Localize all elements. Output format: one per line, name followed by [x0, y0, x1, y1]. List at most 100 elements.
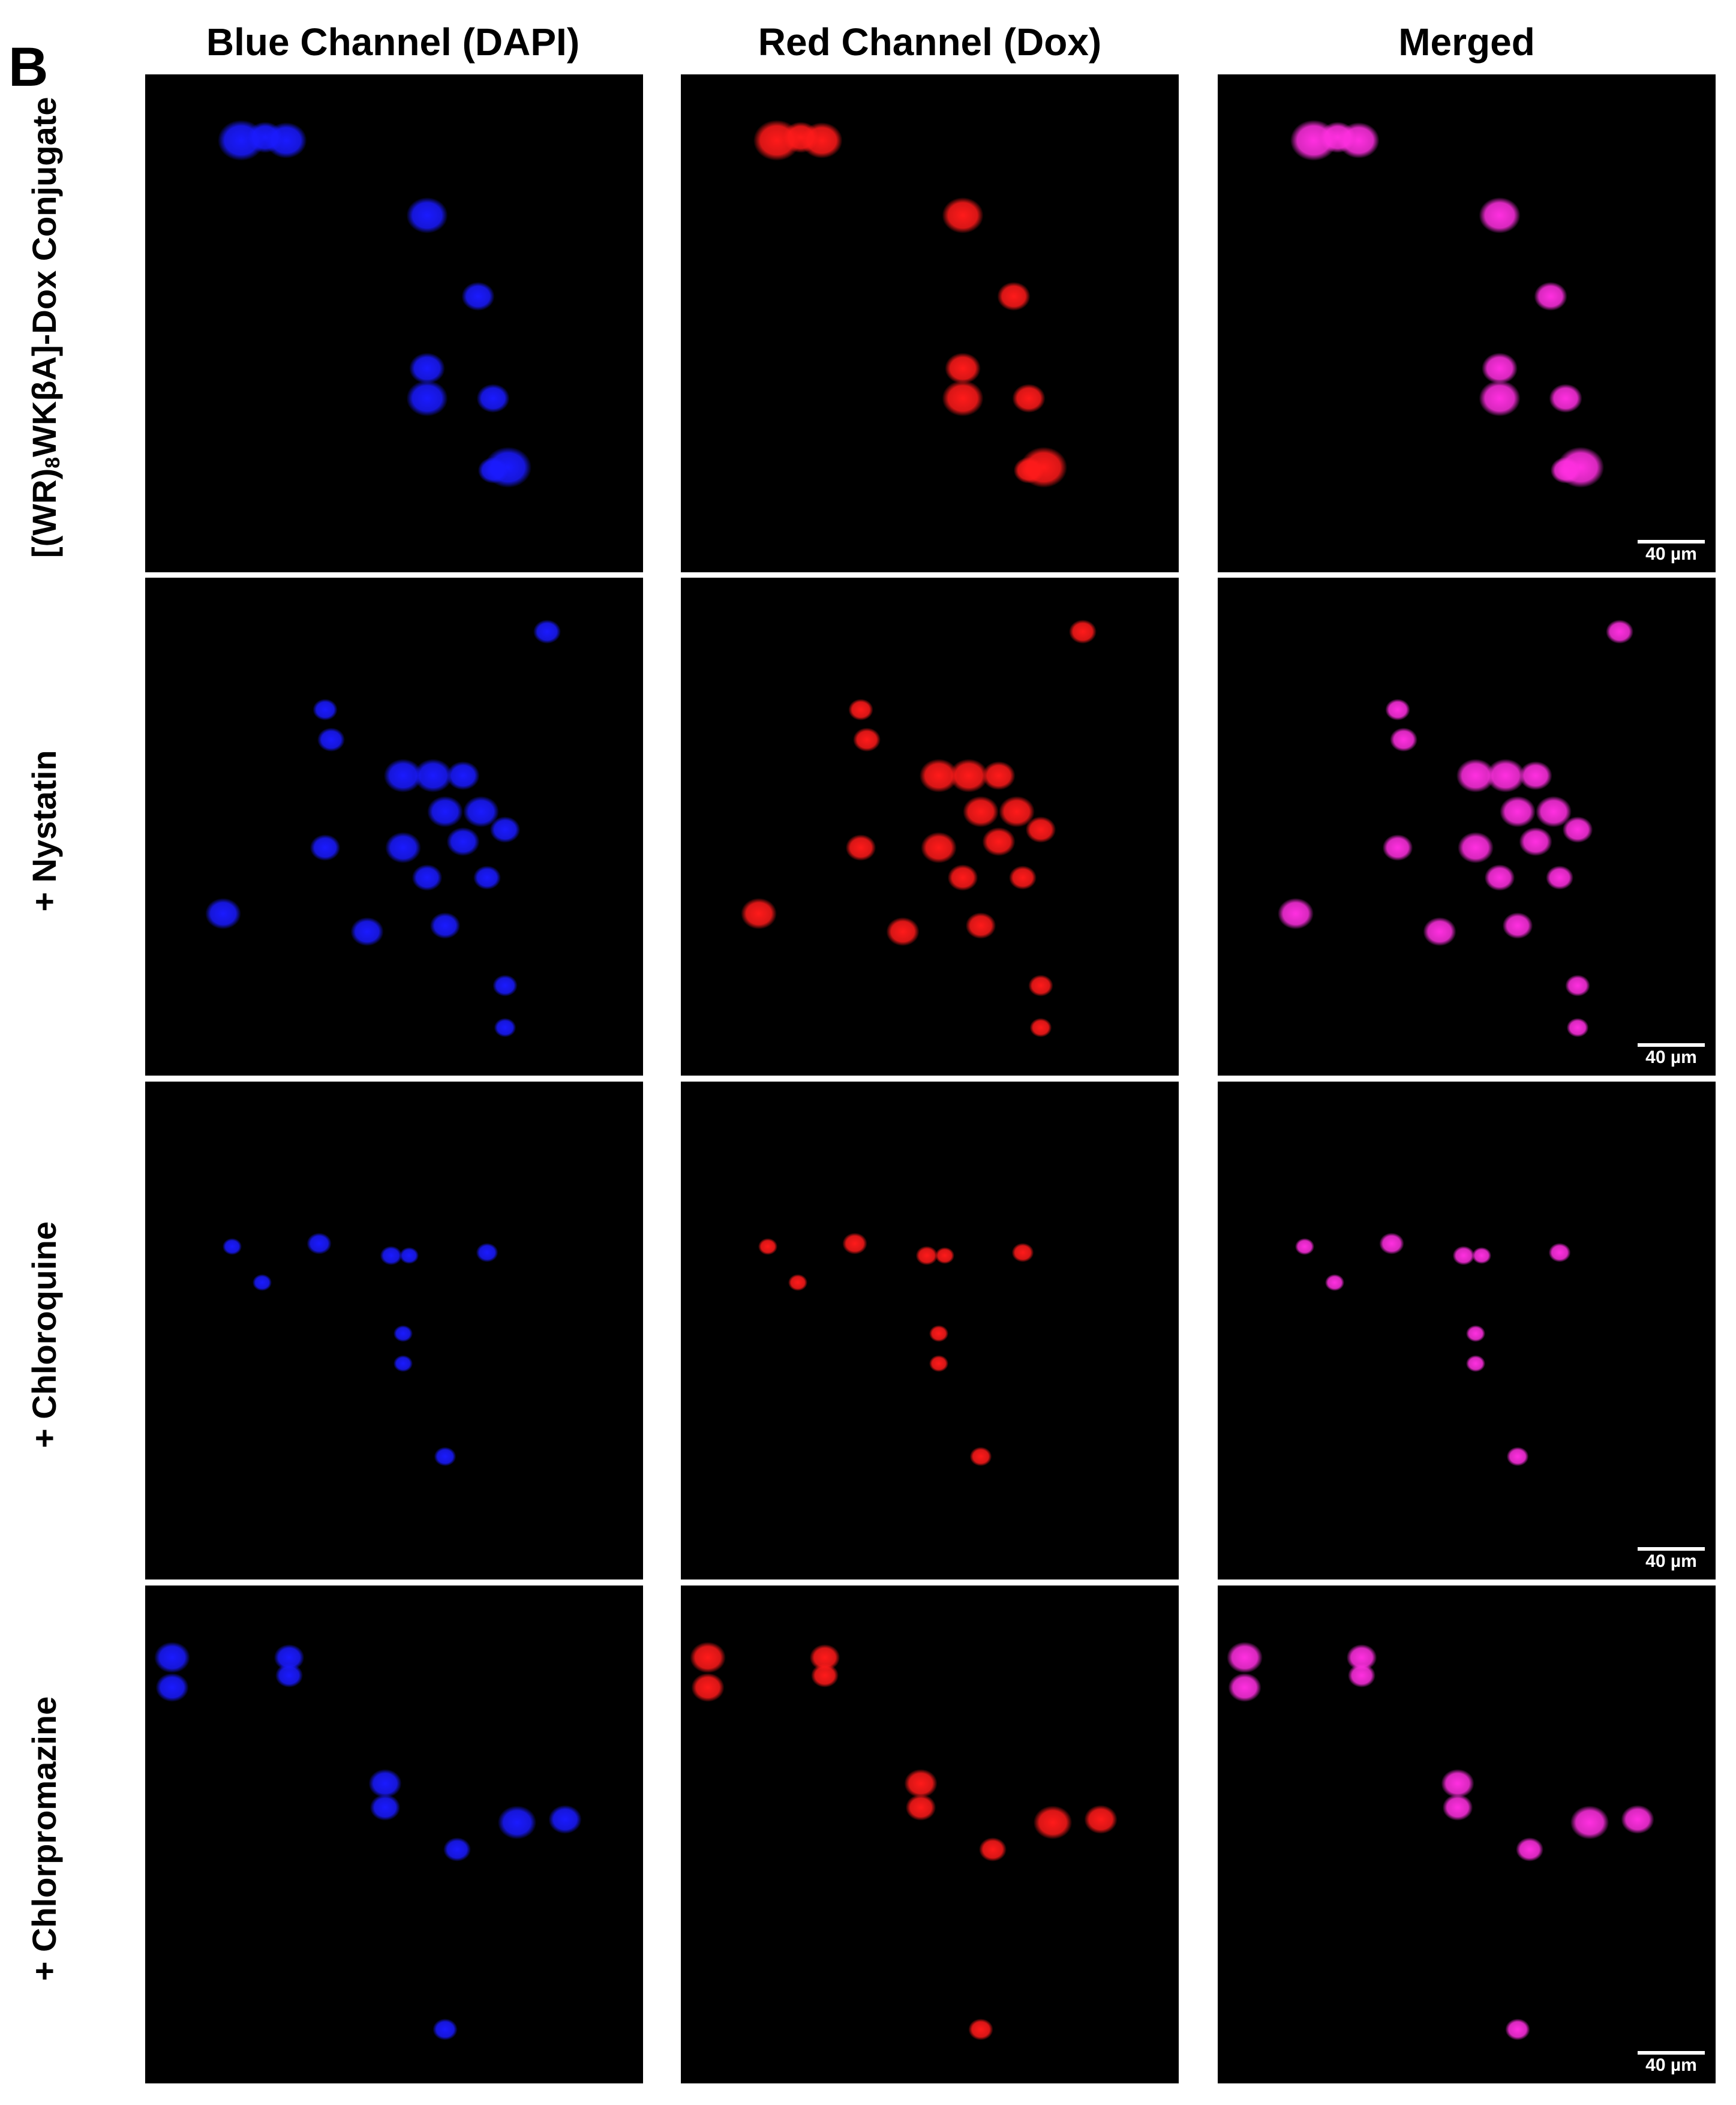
cell-nucleus — [380, 1246, 403, 1265]
cell-nucleus — [274, 1644, 305, 1671]
cell-nucleus — [1025, 816, 1056, 843]
cell-nucleus — [1536, 796, 1572, 827]
cell-nucleus — [853, 728, 881, 752]
cell-nucleus — [1379, 1233, 1404, 1254]
cell-nucleus — [1502, 912, 1533, 939]
cell-nucleus — [399, 1247, 419, 1264]
cell-nucleus — [1465, 1325, 1486, 1342]
row-label-conjugate: [(WR)8WKβA]-Dox Conjugate — [25, 97, 64, 558]
cell-nucleus — [1011, 1243, 1034, 1262]
cell-nucleus — [446, 827, 480, 856]
cell-nucleus — [393, 1325, 413, 1342]
row-label-chlorpromazine: + Chlorpromazine — [25, 1696, 63, 1981]
fluorescence-image — [1295, 1233, 1571, 1466]
cell-nucleus — [690, 1642, 726, 1673]
cell-nucleus — [307, 1233, 332, 1254]
scale-bar: 40 µm — [1638, 1545, 1705, 1571]
image-chloroquine-dapi — [145, 1082, 643, 1579]
image-nystatin-dapi — [145, 578, 643, 1076]
cell-nucleus — [463, 796, 499, 827]
cell-nucleus — [1550, 457, 1581, 484]
cell-nucleus — [1084, 1805, 1118, 1834]
fluorescence-image — [217, 120, 532, 488]
cell-nucleus — [788, 1274, 808, 1291]
cell-nucleus — [1382, 834, 1413, 861]
cell-nucleus — [1516, 1837, 1543, 1861]
cell-nucleus — [477, 457, 509, 484]
cell-nucleus — [809, 1644, 840, 1671]
cell-nucleus — [1278, 898, 1314, 929]
scale-bar-line — [1638, 1043, 1705, 1047]
fluorescence-image — [222, 1233, 498, 1466]
scale-bar-label: 40 µm — [1645, 2055, 1697, 2075]
cell-nucleus — [904, 1769, 938, 1798]
cell-nucleus — [929, 1355, 949, 1372]
cell-nucleus — [783, 122, 819, 153]
cell-nucleus — [1009, 866, 1037, 890]
cell-nucleus — [310, 834, 341, 861]
cell-nucleus — [915, 1246, 938, 1265]
image-conjugate-dox — [681, 74, 1179, 572]
cell-nucleus — [1458, 832, 1494, 863]
cell-nucleus — [317, 728, 345, 752]
scale-bar: 40 µm — [1638, 537, 1705, 564]
cell-nucleus — [247, 122, 283, 153]
fluorescence-image — [1290, 120, 1605, 488]
cell-nucleus — [963, 796, 999, 827]
image-chloroquine-dox — [681, 1082, 1179, 1579]
cell-nucleus — [965, 912, 996, 939]
cell-nucleus — [350, 917, 384, 946]
cell-nucleus — [1534, 282, 1567, 311]
cell-nucleus — [548, 1805, 582, 1834]
cell-nucleus — [886, 917, 920, 946]
scale-bar-line — [1638, 2051, 1705, 2055]
cell-nucleus — [979, 1837, 1007, 1861]
cell-nucleus — [1606, 620, 1633, 644]
image-chlorpromazine-dox — [681, 1585, 1179, 2083]
cell-nucleus — [494, 1018, 516, 1037]
cell-nucleus — [942, 380, 984, 416]
cell-nucleus — [1505, 2019, 1530, 2040]
cell-nucleus — [1029, 1018, 1052, 1037]
cell-nucleus — [1519, 761, 1552, 790]
cell-nucleus — [1423, 917, 1456, 946]
cell-nucleus — [427, 796, 463, 827]
cell-nucleus — [845, 834, 876, 861]
cell-nucleus — [811, 1663, 839, 1687]
cell-nucleus — [1442, 1794, 1473, 1821]
cell-nucleus — [406, 197, 448, 233]
cell-nucleus — [461, 282, 495, 311]
cell-nucleus — [758, 1238, 778, 1255]
cell-nucleus — [443, 1837, 471, 1861]
cell-nucleus — [949, 759, 989, 792]
scale-bar-line — [1638, 1547, 1705, 1551]
cell-nucleus — [222, 1238, 242, 1255]
cell-nucleus — [1033, 1806, 1073, 1839]
cell-nucleus — [905, 1794, 936, 1821]
cell-nucleus — [368, 1769, 402, 1798]
row-label-chloroquine: + Chloroquine — [25, 1221, 63, 1448]
cell-nucleus — [155, 1673, 189, 1702]
fluorescence-image — [741, 620, 1097, 1037]
column-header-dox: Red Channel (Dox) — [758, 20, 1102, 64]
cell-nucleus — [385, 832, 421, 863]
cell-nucleus — [154, 1642, 190, 1673]
scale-bar: 40 µm — [1638, 1041, 1705, 1067]
cell-nucleus — [533, 620, 561, 644]
cell-nucleus — [370, 1794, 401, 1821]
cell-nucleus — [982, 827, 1016, 856]
scale-bar: 40 µm — [1638, 2049, 1705, 2075]
cell-nucleus — [434, 1447, 456, 1466]
scale-bar-label: 40 µm — [1645, 1047, 1697, 1067]
cell-nucleus — [205, 898, 241, 929]
cell-nucleus — [1546, 866, 1573, 890]
cell-nucleus — [473, 866, 501, 890]
cell-nucleus — [1486, 759, 1525, 792]
cell-nucleus — [476, 384, 510, 413]
cell-nucleus — [497, 1806, 537, 1839]
cell-nucleus — [1013, 457, 1044, 484]
cell-nucleus — [1549, 384, 1582, 413]
cell-nucleus — [489, 816, 521, 843]
cell-nucleus — [1565, 975, 1590, 996]
cell-nucleus — [383, 759, 423, 792]
